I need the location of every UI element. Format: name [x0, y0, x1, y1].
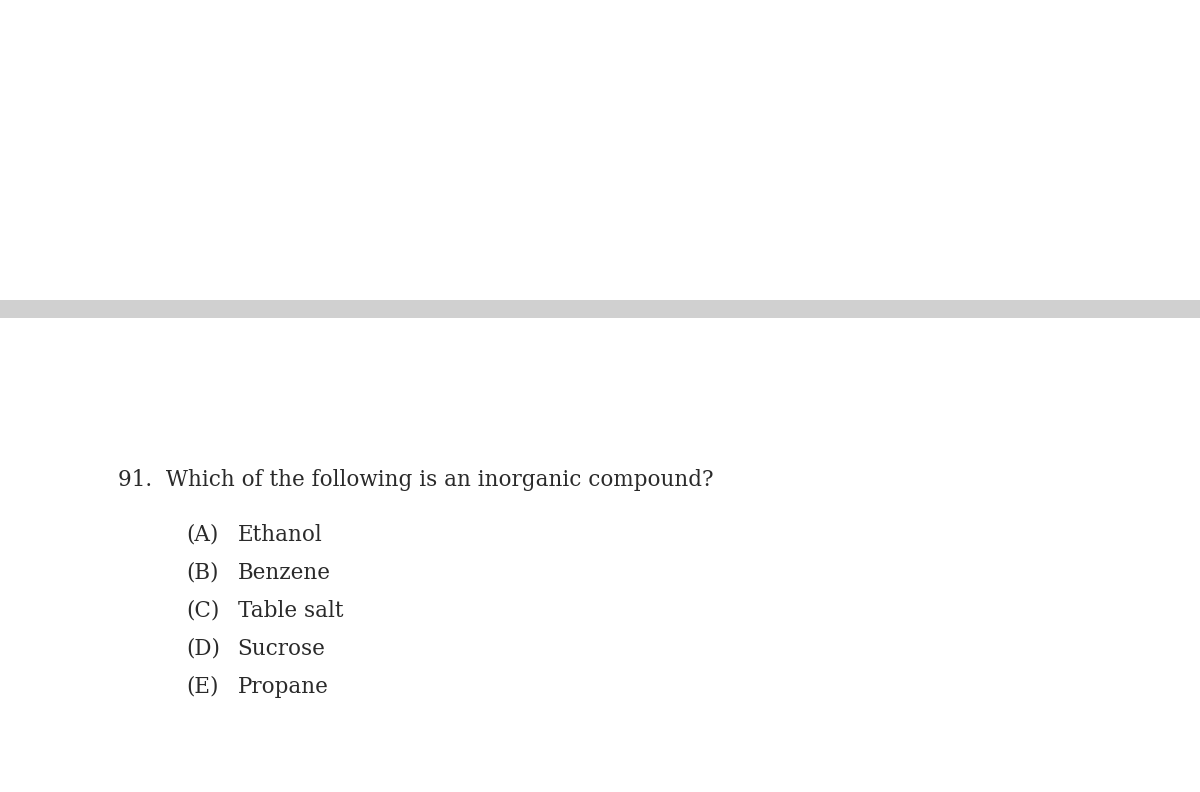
Text: (D): (D) [186, 638, 220, 660]
Text: (B): (B) [186, 562, 218, 584]
Text: Benzene: Benzene [238, 562, 331, 584]
Text: Propane: Propane [238, 676, 329, 698]
Text: Ethanol: Ethanol [238, 524, 323, 546]
Bar [0, 300, 1200, 318]
Text: (A): (A) [186, 524, 218, 546]
Text: Sucrose: Sucrose [238, 638, 325, 660]
Text: 91.  Which of the following is an inorganic compound?: 91. Which of the following is an inorgan… [118, 469, 713, 491]
Text: Table salt: Table salt [238, 600, 343, 622]
Text: (C): (C) [186, 600, 220, 622]
Text: (E): (E) [186, 676, 218, 698]
